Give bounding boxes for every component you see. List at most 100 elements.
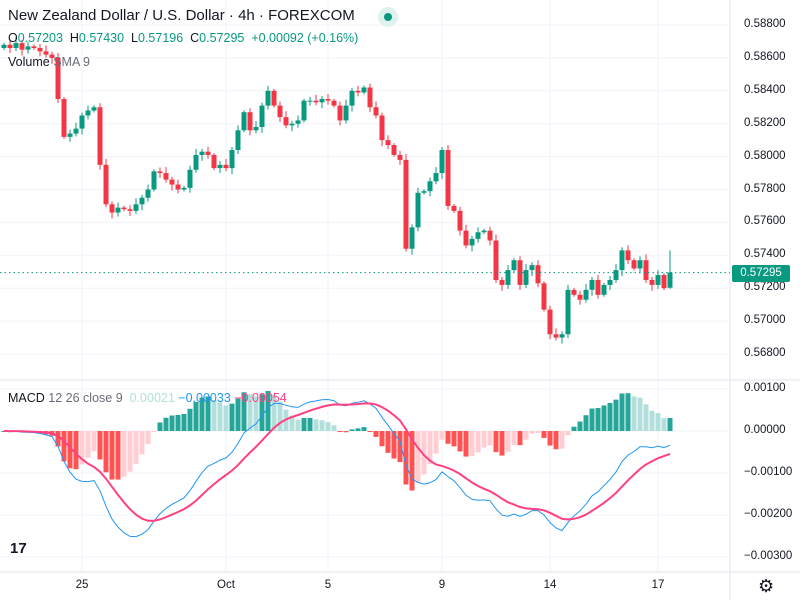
candle-body (241, 112, 247, 131)
symbol-title[interactable]: New Zealand Dollar / U.S. Dollar · 4h · … (8, 7, 355, 24)
macd-histogram-bar (139, 431, 145, 455)
macd-histogram-bar (457, 431, 463, 452)
macd-histogram-bar (151, 431, 157, 432)
candle-body (499, 279, 505, 285)
macd-histogram-bar (103, 431, 109, 473)
macd-legend[interactable]: MACD 12 26 close 9 0.00021 −0.00033 −0.0… (8, 391, 287, 405)
candle-body (595, 279, 601, 295)
candle-body (361, 87, 367, 93)
candle-body (91, 107, 97, 111)
candle-body (157, 171, 163, 174)
candle-body (31, 46, 37, 49)
macd-histogram-bar (487, 431, 493, 446)
macd-histogram-bar (55, 431, 61, 447)
candle-body (463, 230, 469, 246)
candle-body (289, 123, 295, 126)
candle-body (127, 209, 133, 211)
macd-histogram-bar (421, 431, 427, 475)
candle-body (409, 227, 415, 249)
tradingview-logo-icon[interactable]: 17 (10, 540, 27, 557)
macd-histogram-bar (79, 431, 85, 465)
candle-body (511, 260, 517, 271)
candle-body (139, 197, 145, 205)
macd-histogram-bar (637, 397, 643, 431)
macd-histogram-bar (205, 396, 211, 431)
macd-histogram-bar (337, 431, 343, 432)
candle-body (163, 173, 169, 180)
macd-histogram-bar (115, 431, 121, 480)
price-axis-label: 0.58800 (744, 18, 786, 30)
candle-body (37, 48, 43, 52)
candle-body (7, 44, 13, 49)
volume-label: Volume (8, 55, 50, 69)
candle-body (607, 279, 613, 285)
macd-histogram-bar (481, 431, 487, 448)
candle-body (235, 130, 241, 151)
macd-histogram-bar (193, 402, 199, 431)
macd-histogram-bar (613, 399, 619, 431)
macd-histogram-bar (547, 431, 553, 446)
macd-histogram-bar (349, 429, 355, 431)
candle-body (169, 179, 175, 185)
macd-histogram-bar (175, 414, 181, 431)
high-value: 0.57430 (78, 31, 125, 45)
volume-sma-label: SMA 9 (53, 55, 91, 69)
macd-histogram-bar (217, 402, 223, 431)
candle-body (349, 90, 355, 106)
macd-histogram-bar (325, 422, 331, 431)
macd-axis-label: 0.00000 (744, 424, 786, 436)
macd-line-value: −0.00033 (178, 391, 231, 405)
macd-histogram-bar (133, 431, 139, 464)
candle-body (661, 275, 667, 289)
candle-body (625, 250, 631, 261)
candle-body (253, 126, 259, 131)
candle-body (601, 284, 607, 295)
price-axis-label: 0.57400 (744, 248, 786, 261)
candle-body (295, 120, 301, 124)
candle-body (457, 210, 463, 231)
macd-histogram-bar (277, 401, 283, 431)
candle-body (175, 184, 181, 190)
candle-body (151, 171, 157, 190)
open-value: 0.57203 (17, 31, 63, 45)
high-label: H (69, 31, 79, 45)
candle-body (211, 154, 217, 169)
candle-body (397, 154, 403, 160)
macd-histogram-bar (169, 415, 175, 431)
macd-histogram-bar (553, 431, 559, 450)
candle-body (385, 140, 391, 146)
candle-body (643, 260, 649, 280)
macd-histogram-bar (145, 431, 151, 445)
macd-histogram-bar (121, 431, 127, 477)
macd-histogram-bar (85, 431, 91, 458)
macd-histogram-bar (469, 431, 475, 457)
price-axis-label: 0.58200 (744, 116, 786, 129)
candle-body (97, 107, 103, 165)
candle-body (613, 270, 619, 280)
macd-histogram-bar (379, 431, 385, 447)
volume-legend[interactable]: Volume SMA 9 (8, 55, 90, 69)
macd-histogram-bar (223, 405, 229, 431)
macd-histogram-bar (271, 394, 277, 431)
candle-body (487, 230, 493, 241)
candle-body (283, 117, 289, 126)
candle-body (223, 164, 229, 169)
macd-histogram-bar (577, 421, 583, 431)
macd-histogram-bar (463, 431, 469, 457)
candle-body (535, 265, 541, 284)
candle-body (103, 164, 109, 205)
gear-icon[interactable]: ⚙ (758, 576, 775, 596)
change-value: +0.00092 (+0.16%) (251, 31, 359, 45)
macd-histogram-bar (301, 418, 307, 431)
time-axis-label: 9 (438, 579, 446, 591)
candle-body (577, 294, 583, 300)
macd-histogram-bar (319, 420, 325, 431)
candle-body (469, 238, 475, 246)
candle-body (631, 260, 637, 269)
candle-body (637, 260, 643, 269)
current-price-tag: 0.57295 (732, 265, 790, 282)
candle-body (589, 279, 595, 290)
open-label: O (8, 31, 18, 45)
macd-label: MACD (8, 391, 45, 405)
